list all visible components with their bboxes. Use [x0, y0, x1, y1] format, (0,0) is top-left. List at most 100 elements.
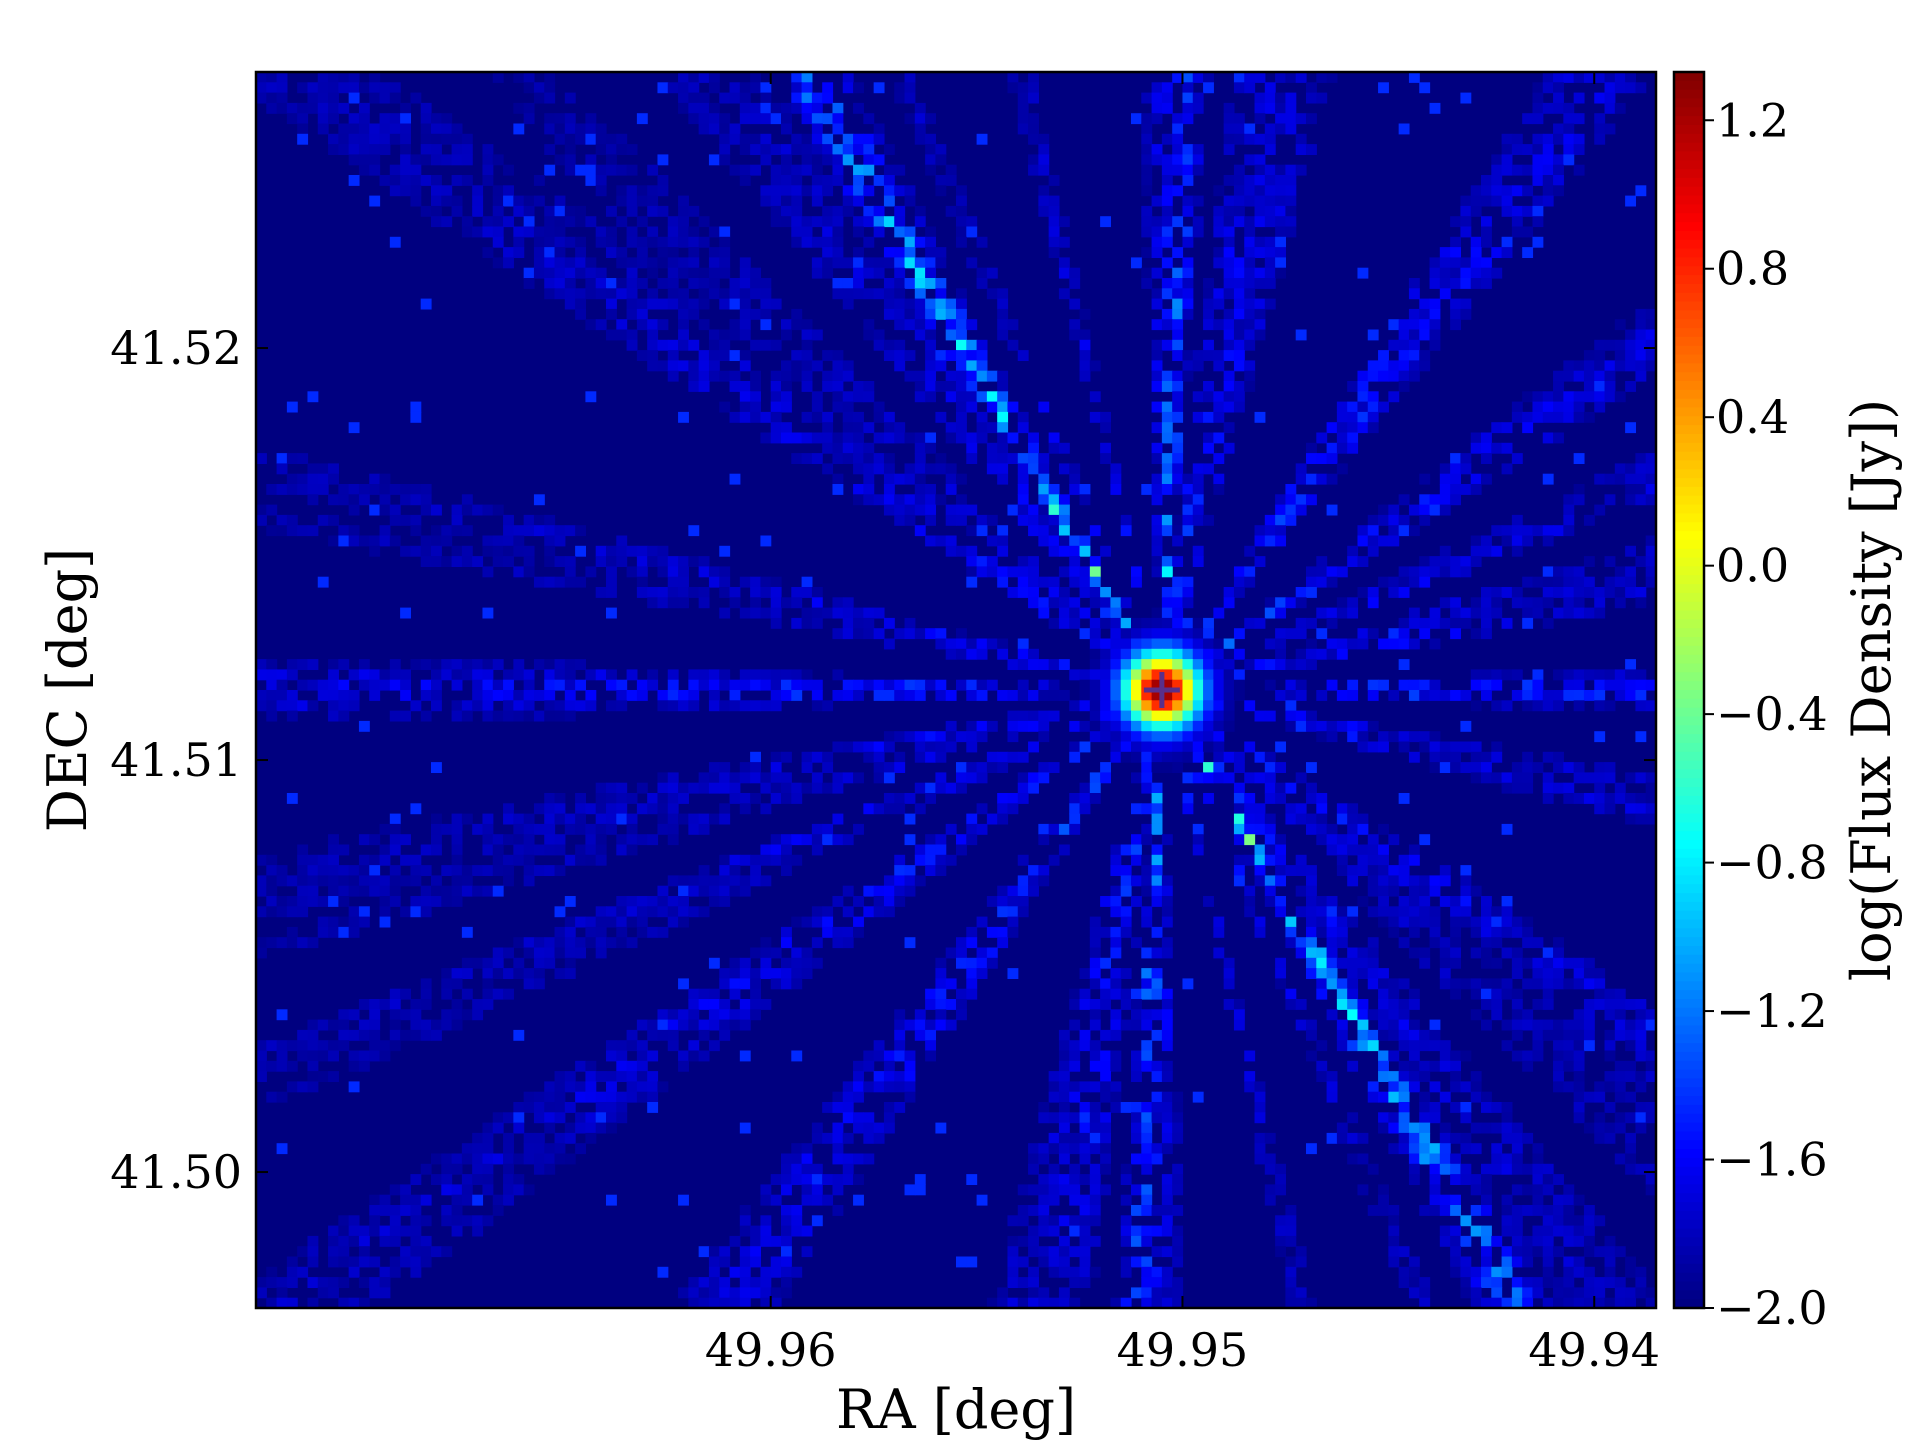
heatmap-cell [822, 350, 834, 361]
heatmap-cell [1367, 1040, 1379, 1052]
heatmap-cell [832, 391, 844, 403]
heatmap-cell [1048, 1071, 1060, 1082]
heatmap-cell [832, 144, 844, 155]
heatmap-cell [1100, 731, 1112, 743]
heatmap-cell [389, 823, 401, 835]
heatmap-cell [1264, 298, 1276, 310]
heatmap-cell [1213, 669, 1225, 681]
heatmap-cell [1470, 947, 1482, 959]
heatmap-cell [863, 257, 875, 269]
heatmap-cell [276, 896, 288, 907]
heatmap-cell [678, 226, 689, 238]
heatmap-cell [1038, 607, 1050, 619]
heatmap-cell [1182, 257, 1194, 269]
heatmap-cell [1625, 1132, 1637, 1144]
heatmap-cell [863, 1132, 875, 1144]
heatmap-cell [791, 236, 803, 248]
heatmap-cell [781, 1174, 792, 1185]
heatmap-cell [1151, 288, 1163, 300]
heatmap-cell [966, 988, 978, 1000]
heatmap-cell [1110, 854, 1122, 866]
heatmap-cell [1161, 1112, 1173, 1124]
heatmap-cell [801, 154, 813, 166]
heatmap-cell [533, 494, 545, 506]
heatmap-cell [328, 875, 339, 887]
heatmap-cell [719, 978, 731, 990]
heatmap-cell [1131, 988, 1142, 1000]
heatmap-cell [1501, 669, 1513, 681]
heatmap-cell [1378, 1071, 1389, 1082]
heatmap-cell [595, 906, 607, 918]
heatmap-cell [1542, 535, 1554, 547]
heatmap-cell [729, 298, 741, 310]
heatmap-cell [1429, 556, 1441, 567]
heatmap-cell [1542, 1019, 1554, 1031]
heatmap-cell [1511, 690, 1523, 701]
heatmap-cell [1357, 1029, 1369, 1041]
heatmap-cell [1069, 1040, 1081, 1052]
heatmap-cell [1388, 628, 1400, 640]
heatmap-cell [297, 113, 309, 125]
heatmap-cell [883, 257, 895, 269]
heatmap-cell [1264, 1163, 1276, 1175]
heatmap-cell [564, 164, 576, 176]
heatmap-cell [523, 556, 535, 567]
heatmap-cell [873, 257, 885, 269]
heatmap-cell [688, 885, 700, 897]
heatmap-cell [503, 257, 514, 269]
heatmap-cell [1553, 1081, 1564, 1093]
heatmap-cell [286, 514, 298, 526]
heatmap-cell [1408, 617, 1420, 629]
heatmap-cell [750, 144, 762, 155]
heatmap-cell [914, 1029, 926, 1041]
heatmap-cell [667, 1040, 679, 1052]
heatmap-cell [781, 844, 792, 856]
heatmap-cell [801, 617, 813, 629]
heatmap-cell [482, 957, 494, 969]
heatmap-cell [698, 885, 710, 897]
heatmap-cell [1460, 916, 1472, 928]
heatmap-cell [297, 1081, 309, 1093]
heatmap-cell [379, 123, 391, 135]
heatmap-cell [914, 123, 926, 135]
heatmap-cell [832, 1184, 844, 1196]
heatmap-cell [1347, 999, 1359, 1010]
heatmap-cell [606, 1050, 617, 1062]
heatmap-cell [1336, 988, 1348, 1000]
heatmap-cell [997, 329, 1009, 341]
heatmap-cell [1244, 545, 1256, 557]
heatmap-cell [533, 195, 545, 207]
heatmap-cell [636, 576, 648, 588]
heatmap-cell [606, 823, 617, 835]
heatmap-cell [1635, 813, 1647, 825]
heatmap-cell [1635, 700, 1647, 712]
heatmap-cell [1182, 154, 1194, 166]
heatmap-cell [1295, 113, 1307, 125]
heatmap-cell [1131, 875, 1142, 887]
heatmap-cell [328, 1019, 339, 1031]
heatmap-cell [811, 391, 823, 403]
heatmap-cell [1583, 391, 1595, 403]
heatmap-cell [760, 535, 772, 547]
heatmap-cell [420, 175, 432, 186]
heatmap-cell [533, 947, 545, 959]
heatmap-cell [1141, 113, 1153, 125]
heatmap-cell [791, 432, 803, 444]
heatmap-cell [533, 844, 545, 856]
heatmap-cell [1141, 205, 1153, 217]
heatmap-cell [492, 535, 504, 547]
heatmap-cell [1244, 1050, 1256, 1062]
heatmap-cell [842, 937, 854, 949]
heatmap-cell [986, 679, 998, 691]
heatmap-cell [1244, 216, 1256, 228]
heatmap-cell [636, 834, 648, 846]
heatmap-cell [667, 267, 679, 279]
heatmap-cell [1645, 339, 1657, 351]
heatmap-cell [678, 329, 689, 341]
heatmap-cell [379, 525, 391, 537]
heatmap-cell [1419, 494, 1431, 506]
heatmap-cell [997, 453, 1009, 464]
heatmap-cell [1625, 329, 1637, 341]
heatmap-cell [1120, 741, 1132, 753]
heatmap-cell [966, 968, 978, 979]
